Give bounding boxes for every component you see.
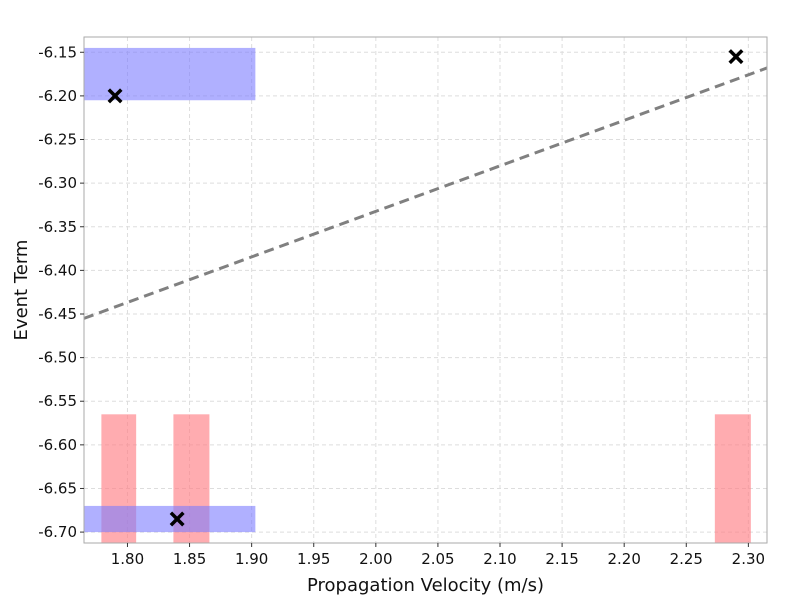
y-tick-label: -6.20 bbox=[38, 87, 77, 105]
x-axis-label: Propagation Velocity (m/s) bbox=[307, 575, 544, 596]
y-tick-label: -6.25 bbox=[38, 131, 77, 149]
y-tick-label: -6.40 bbox=[38, 261, 77, 279]
y-tick-label: -6.60 bbox=[38, 436, 77, 454]
data-points bbox=[107, 49, 744, 527]
x-tick-label: 1.95 bbox=[297, 550, 330, 568]
y-tick-label: -6.50 bbox=[38, 349, 77, 367]
x-tick-label: 2.30 bbox=[732, 550, 765, 568]
y-tick-label: -6.55 bbox=[38, 392, 77, 410]
y-tick-label: -6.70 bbox=[38, 523, 77, 541]
x-tick-label: 2.10 bbox=[483, 550, 516, 568]
x-tick-label: 1.85 bbox=[173, 550, 206, 568]
x-tick-labels: 1.80 1.85 1.90 1.95 2.00 2.05 2.10 2.15 2.20 2.25… bbox=[111, 543, 765, 568]
y-tick-labels: -6.15 -6.20 -6.25 -6.30 -6.35 -6.40 -6.45 -6.50… bbox=[38, 43, 84, 541]
x-tick-label: 1.80 bbox=[111, 550, 144, 568]
trend-line-group bbox=[83, 66, 768, 320]
vertical-band bbox=[714, 414, 751, 543]
trend-line bbox=[83, 66, 768, 320]
data-point-marker bbox=[728, 49, 744, 65]
x-tick-label: 2.20 bbox=[607, 550, 640, 568]
x-tick-label: 2.05 bbox=[421, 550, 454, 568]
plot-frame bbox=[83, 36, 768, 544]
x-tick-label: 2.15 bbox=[545, 550, 578, 568]
y-axis-label: Event Term bbox=[11, 240, 32, 341]
data-point-marker bbox=[107, 88, 123, 104]
y-tick-label: -6.35 bbox=[38, 218, 77, 236]
y-tick-label: -6.30 bbox=[38, 174, 77, 192]
y-tick-label: -6.45 bbox=[38, 305, 77, 323]
y-tick-label: -6.65 bbox=[38, 479, 77, 497]
x-tick-label: 2.00 bbox=[359, 550, 392, 568]
x-tick-label: 1.90 bbox=[235, 550, 268, 568]
horizontal-band bbox=[84, 505, 256, 533]
y-tick-label: -6.15 bbox=[38, 43, 77, 61]
data-point-marker bbox=[169, 511, 185, 527]
x-tick-label: 2.25 bbox=[670, 550, 703, 568]
